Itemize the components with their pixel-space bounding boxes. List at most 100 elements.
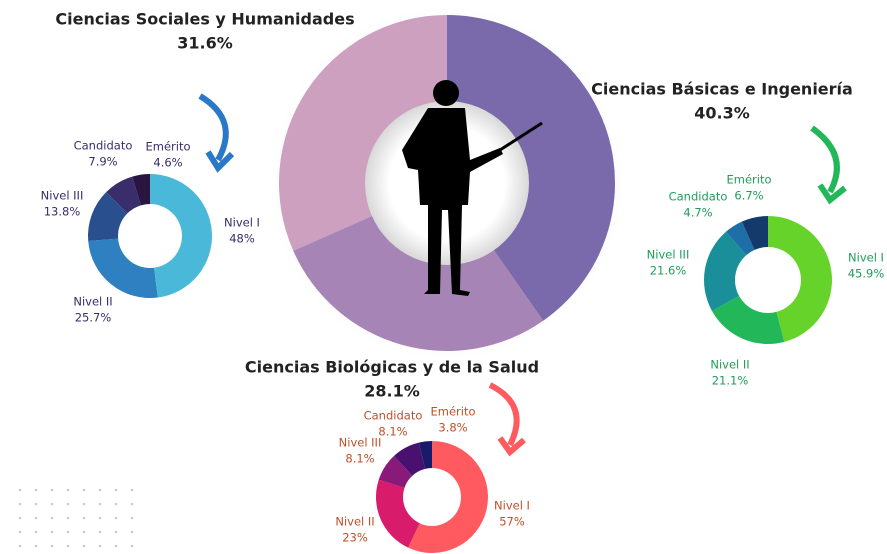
dot bbox=[18, 530, 22, 534]
dot bbox=[34, 502, 38, 506]
segment-label: Nivel II bbox=[335, 515, 374, 529]
segment-value: 13.8% bbox=[44, 205, 81, 219]
dot bbox=[130, 502, 134, 506]
area-percent: 40.3% bbox=[694, 104, 750, 123]
segment-value: 23% bbox=[342, 531, 368, 545]
area-title: Ciencias Sociales y Humanidades bbox=[55, 10, 354, 29]
segment-value: 4.7% bbox=[683, 206, 712, 220]
segment-value: 45.9% bbox=[848, 267, 885, 281]
donut-segment bbox=[376, 479, 420, 548]
dot bbox=[114, 530, 118, 534]
teacher-silhouette bbox=[402, 80, 543, 296]
dot bbox=[34, 488, 38, 492]
segment-label: Nivel III bbox=[339, 436, 382, 450]
area-percent: 28.1% bbox=[364, 382, 420, 401]
dot bbox=[18, 502, 22, 506]
donut-segment bbox=[88, 192, 128, 242]
segment-value: 25.7% bbox=[75, 311, 112, 325]
dot bbox=[114, 502, 118, 506]
donut-segment bbox=[725, 221, 755, 256]
donut-segment bbox=[711, 295, 785, 344]
dot bbox=[82, 544, 86, 548]
segment-label: Nivel III bbox=[647, 248, 690, 262]
dot bbox=[34, 544, 38, 548]
arrows bbox=[198, 93, 847, 457]
dot bbox=[18, 516, 22, 520]
segment-value: 4.6% bbox=[153, 156, 182, 170]
donut-segment bbox=[132, 174, 150, 206]
donut-segment bbox=[293, 215, 544, 352]
segment-value: 3.8% bbox=[438, 421, 467, 435]
dot bbox=[34, 530, 38, 534]
dot bbox=[98, 544, 102, 548]
donut-segment bbox=[150, 174, 213, 298]
segment-label: Emérito bbox=[430, 405, 475, 419]
donut-segment bbox=[768, 216, 832, 342]
segment-label: Emérito bbox=[726, 173, 771, 187]
donut-segment bbox=[106, 176, 141, 214]
dot bbox=[114, 544, 118, 548]
labels: Ciencias Básicas e Ingeniería 40.3% Cienci… bbox=[41, 10, 885, 545]
dot bbox=[114, 516, 118, 520]
segment-label: Nivel III bbox=[41, 189, 84, 203]
dot bbox=[50, 516, 54, 520]
segment-value: 57% bbox=[499, 515, 525, 529]
donut-segment bbox=[278, 15, 447, 251]
dot bbox=[18, 544, 22, 548]
segment-label: Candidato bbox=[74, 139, 133, 153]
segment-value: 21.1% bbox=[712, 374, 749, 388]
segment-value: 8.1% bbox=[345, 452, 374, 466]
dot-pattern bbox=[18, 488, 134, 548]
segment-label: Nivel II bbox=[710, 358, 749, 372]
dot bbox=[66, 502, 70, 506]
donut-segment bbox=[703, 231, 747, 311]
dot bbox=[98, 502, 102, 506]
donut-segment bbox=[741, 216, 768, 250]
segment-value: 6.7% bbox=[734, 189, 763, 203]
dot bbox=[82, 488, 86, 492]
area-title: Ciencias Biológicas y de la Salud bbox=[245, 358, 539, 377]
dot bbox=[50, 544, 54, 548]
segment-label: Emérito bbox=[145, 140, 190, 154]
segment-value: 48% bbox=[229, 232, 255, 246]
dot bbox=[98, 530, 102, 534]
dot bbox=[50, 488, 54, 492]
dot bbox=[98, 488, 102, 492]
dot bbox=[98, 516, 102, 520]
dot bbox=[50, 530, 54, 534]
dot bbox=[82, 502, 86, 506]
dot bbox=[66, 488, 70, 492]
dot bbox=[130, 488, 134, 492]
segment-label: Nivel I bbox=[494, 499, 530, 513]
donuts bbox=[88, 15, 832, 553]
dot bbox=[114, 488, 118, 492]
dot bbox=[130, 530, 134, 534]
segment-value: 7.9% bbox=[88, 155, 117, 169]
segment-label: Candidato bbox=[669, 190, 728, 204]
dot bbox=[66, 544, 70, 548]
dot bbox=[66, 530, 70, 534]
dot bbox=[66, 516, 70, 520]
dot bbox=[130, 544, 134, 548]
donut-segment bbox=[88, 238, 158, 298]
dot bbox=[130, 516, 134, 520]
dot bbox=[34, 516, 38, 520]
dot bbox=[50, 502, 54, 506]
segment-value: 8.1% bbox=[378, 425, 407, 439]
donut-segment bbox=[393, 442, 426, 476]
donut-segment bbox=[408, 441, 489, 553]
area-title: Ciencias Básicas e Ingeniería bbox=[591, 80, 853, 99]
area-percent: 31.6% bbox=[177, 34, 233, 53]
segment-label: Nivel II bbox=[73, 295, 112, 309]
donut-segment bbox=[447, 15, 615, 321]
segment-label: Candidato bbox=[364, 409, 423, 423]
segment-label: Nivel I bbox=[224, 216, 260, 230]
segment-label: Nivel I bbox=[848, 251, 884, 265]
dot bbox=[82, 530, 86, 534]
dot bbox=[18, 488, 22, 492]
donut-segment bbox=[418, 441, 432, 469]
donut-segment bbox=[378, 455, 413, 489]
dot bbox=[82, 516, 86, 520]
segment-value: 21.6% bbox=[650, 264, 687, 278]
